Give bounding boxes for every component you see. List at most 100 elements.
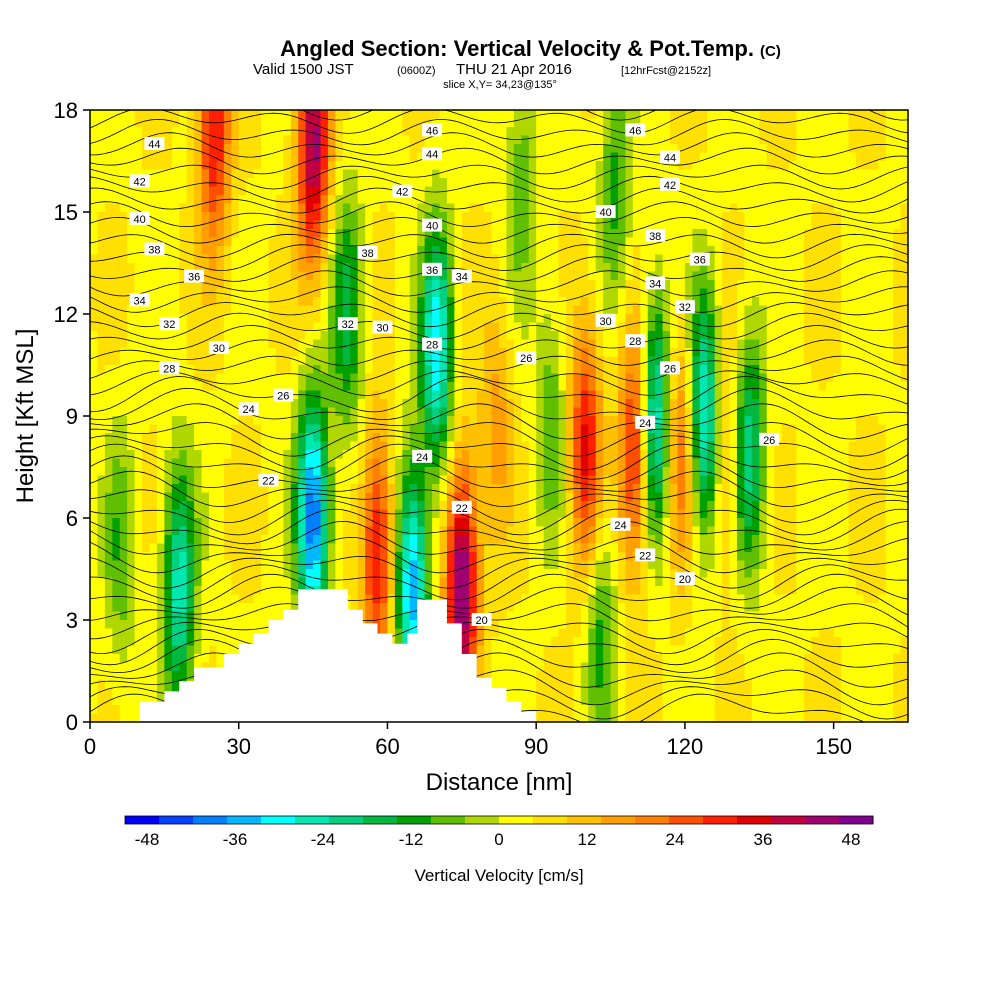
velocity-cell xyxy=(833,178,842,188)
velocity-cell xyxy=(313,271,322,281)
velocity-cell xyxy=(461,484,470,494)
velocity-cell xyxy=(647,356,656,366)
velocity-cell xyxy=(171,441,180,451)
velocity-cell xyxy=(372,280,381,290)
velocity-cell xyxy=(870,212,879,222)
velocity-cell xyxy=(536,118,545,128)
velocity-cell xyxy=(208,237,218,247)
velocity-cell xyxy=(521,195,530,205)
velocity-cell xyxy=(766,399,775,409)
velocity-cell xyxy=(313,288,322,298)
velocity-cell xyxy=(469,467,478,477)
velocity-cell xyxy=(119,229,128,239)
velocity-cell xyxy=(580,220,589,230)
velocity-cell xyxy=(729,450,738,460)
velocity-cell xyxy=(350,110,359,120)
velocity-cell xyxy=(90,450,99,460)
velocity-cell xyxy=(900,450,908,460)
velocity-cell xyxy=(796,297,805,307)
velocity-cell xyxy=(506,475,515,485)
velocity-cell xyxy=(588,314,597,324)
velocity-cell xyxy=(595,484,604,494)
velocity-cell xyxy=(744,356,753,366)
velocity-cell xyxy=(231,203,240,213)
velocity-cell xyxy=(655,152,664,162)
velocity-cell xyxy=(372,135,381,145)
velocity-cell xyxy=(335,339,344,349)
velocity-cell xyxy=(104,365,113,375)
velocity-cell xyxy=(119,212,128,222)
velocity-cell xyxy=(134,365,143,375)
velocity-cell xyxy=(662,305,671,315)
velocity-cell xyxy=(610,450,619,460)
velocity-cell xyxy=(253,373,262,383)
velocity-cell xyxy=(699,229,708,239)
velocity-cell xyxy=(655,331,664,341)
velocity-cell xyxy=(558,186,567,196)
velocity-cell xyxy=(327,450,336,460)
velocity-cell xyxy=(647,373,656,383)
velocity-cell xyxy=(112,450,121,460)
velocity-cell xyxy=(402,399,411,409)
velocity-cell xyxy=(268,484,277,494)
velocity-cell xyxy=(149,305,158,315)
velocity-cell xyxy=(327,441,336,451)
velocity-cell xyxy=(246,186,255,196)
velocity-cell xyxy=(841,229,850,239)
velocity-cell xyxy=(900,246,908,256)
velocity-cell xyxy=(424,135,433,145)
velocity-cell xyxy=(484,322,493,332)
velocity-cell xyxy=(870,467,879,477)
velocity-cell xyxy=(893,382,902,392)
velocity-cell xyxy=(714,314,723,324)
velocity-cell xyxy=(900,424,908,434)
velocity-cell xyxy=(789,288,798,298)
velocity-cell xyxy=(432,450,441,460)
velocity-cell xyxy=(231,314,240,324)
velocity-cell xyxy=(647,186,656,196)
velocity-cell xyxy=(491,152,500,162)
velocity-cell xyxy=(617,254,627,264)
velocity-cell xyxy=(818,382,827,392)
velocity-cell xyxy=(848,407,857,417)
velocity-cell xyxy=(722,220,731,230)
velocity-cell xyxy=(342,399,351,409)
velocity-cell xyxy=(647,305,656,315)
velocity-cell xyxy=(402,458,411,468)
velocity-cell xyxy=(424,169,433,179)
velocity-cell xyxy=(142,127,151,137)
velocity-cell xyxy=(394,458,403,468)
velocity-cell xyxy=(617,263,627,273)
velocity-cell xyxy=(223,110,232,120)
velocity-cell xyxy=(714,178,723,188)
velocity-cell xyxy=(305,203,314,213)
velocity-cell xyxy=(357,305,366,315)
velocity-cell xyxy=(885,365,894,375)
velocity-cell xyxy=(90,246,99,256)
velocity-cell xyxy=(580,229,589,239)
velocity-cell xyxy=(878,127,887,137)
velocity-cell xyxy=(811,135,820,145)
velocity-cell xyxy=(878,246,887,256)
velocity-cell xyxy=(499,297,508,307)
velocity-cell xyxy=(766,382,775,392)
velocity-cell xyxy=(781,212,790,222)
velocity-cell xyxy=(625,220,634,230)
velocity-cell xyxy=(558,169,567,179)
velocity-cell xyxy=(446,322,455,332)
velocity-cell xyxy=(484,416,493,426)
velocity-cell xyxy=(870,458,879,468)
velocity-cell xyxy=(833,169,842,179)
velocity-cell xyxy=(439,424,448,434)
velocity-cell xyxy=(186,288,195,298)
velocity-cell xyxy=(565,127,574,137)
velocity-cell xyxy=(751,322,760,332)
velocity-cell xyxy=(558,305,567,315)
velocity-cell xyxy=(432,195,441,205)
velocity-cell xyxy=(142,263,151,273)
velocity-cell xyxy=(640,407,649,417)
velocity-cell xyxy=(171,254,180,264)
velocity-cell xyxy=(268,178,277,188)
velocity-cell xyxy=(803,450,812,460)
velocity-cell xyxy=(588,348,597,358)
